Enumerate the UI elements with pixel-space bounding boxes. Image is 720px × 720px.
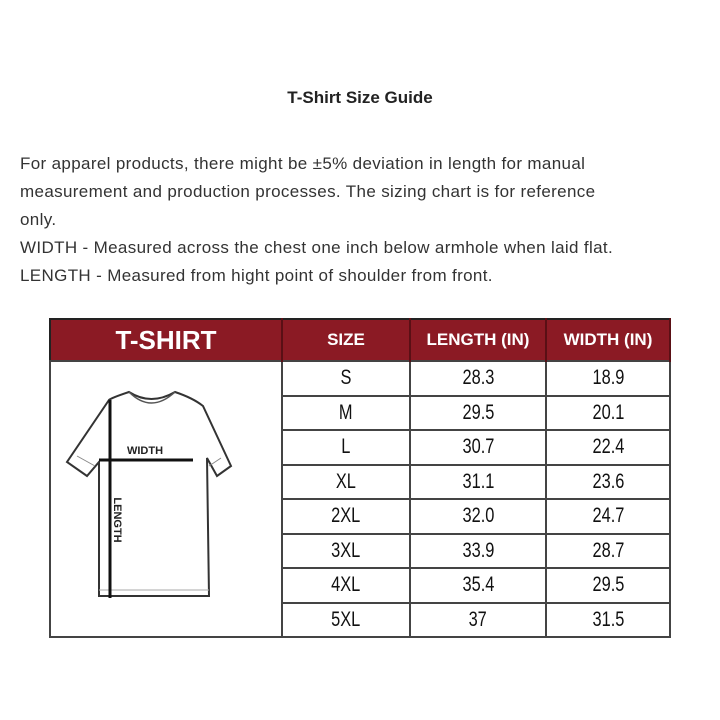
cell-width: 28.7 [545, 532, 671, 569]
cell-width: 18.9 [545, 360, 671, 397]
cell-length: 28.3 [409, 360, 547, 397]
table-row: 2XL 32.0 24.7 [50, 498, 671, 535]
description-line: WIDTH - Measured across the chest one in… [20, 238, 614, 257]
length-value: 32.0 [462, 504, 494, 528]
width-value: 23.6 [592, 469, 624, 493]
width-value: 24.7 [592, 504, 624, 528]
width-value: 31.5 [592, 607, 624, 631]
description-line: only. [20, 210, 57, 229]
size-value: 2XL [331, 504, 361, 528]
width-value: 20.1 [592, 400, 624, 424]
length-value: 29.5 [462, 400, 494, 424]
table-row: XL 31.1 23.6 [50, 463, 671, 500]
length-label: LENGTH [111, 497, 123, 542]
width-value: 28.7 [592, 538, 624, 562]
cell-width: 31.5 [545, 601, 671, 638]
table-row: M 29.5 20.1 [50, 394, 671, 431]
width-label: WIDTH [127, 445, 163, 457]
cell-length: 29.5 [409, 394, 547, 431]
table-header-row: T-SHIRT SIZE LENGTH (IN) WIDTH (IN) [50, 319, 671, 361]
cell-size: M [281, 394, 411, 431]
size-value: M [339, 400, 353, 424]
length-value: 35.4 [462, 573, 494, 597]
header-width: WIDTH (IN) [546, 319, 671, 361]
cell-width: 23.6 [545, 463, 671, 500]
description: For apparel products, there might be ±5%… [20, 150, 613, 290]
size-value: 5XL [331, 607, 361, 631]
size-value: L [341, 435, 351, 459]
size-chart-table: T-SHIRT SIZE LENGTH (IN) WIDTH (IN) WIDT… [49, 318, 671, 638]
cell-size: L [281, 429, 411, 466]
tshirt-diagram: WIDTH LENGTH [49, 360, 283, 638]
cell-length: 31.1 [409, 463, 547, 500]
cell-size: 4XL [281, 567, 411, 604]
width-value: 18.9 [592, 366, 624, 390]
cell-size: 5XL [281, 601, 411, 638]
length-value: 37 [468, 607, 488, 631]
cell-width: 22.4 [545, 429, 671, 466]
tshirt-icon: WIDTH LENGTH [65, 390, 233, 598]
cell-length: 37 [409, 601, 547, 638]
description-line: measurement and production processes. Th… [20, 182, 596, 201]
description-line: For apparel products, there might be ±5%… [20, 154, 586, 173]
header-tshirt: T-SHIRT [50, 319, 283, 361]
table-row: 5XL 37 31.5 [50, 601, 671, 638]
cell-size: S [281, 360, 411, 397]
cell-width: 24.7 [545, 498, 671, 535]
page-title: T-Shirt Size Guide [287, 88, 433, 107]
table-row: 3XL 33.9 28.7 [50, 532, 671, 569]
description-line: LENGTH - Measured from hight point of sh… [20, 266, 493, 285]
length-value: 31.1 [462, 469, 494, 493]
size-value: S [340, 366, 352, 390]
cell-width: 20.1 [545, 394, 671, 431]
size-value: XL [335, 469, 357, 493]
cell-size: 2XL [281, 498, 411, 535]
cell-length: 32.0 [409, 498, 547, 535]
cell-width: 29.5 [545, 567, 671, 604]
cell-length: 33.9 [409, 532, 547, 569]
header-length: LENGTH (IN) [410, 319, 547, 361]
cell-length: 35.4 [409, 567, 547, 604]
cell-size: XL [281, 463, 411, 500]
cell-length: 30.7 [409, 429, 547, 466]
size-value: 4XL [331, 573, 361, 597]
length-value: 30.7 [462, 435, 494, 459]
size-value: 3XL [331, 538, 361, 562]
table-row: 4XL 35.4 29.5 [50, 567, 671, 604]
header-size: SIZE [282, 319, 411, 361]
length-value: 28.3 [462, 366, 494, 390]
table-row: WIDTH LENGTH S 28.3 18.9 [49, 360, 671, 638]
width-value: 22.4 [592, 435, 624, 459]
width-value: 29.5 [592, 573, 624, 597]
cell-size: 3XL [281, 532, 411, 569]
length-value: 33.9 [462, 538, 494, 562]
table-row: L 30.7 22.4 [50, 429, 671, 466]
